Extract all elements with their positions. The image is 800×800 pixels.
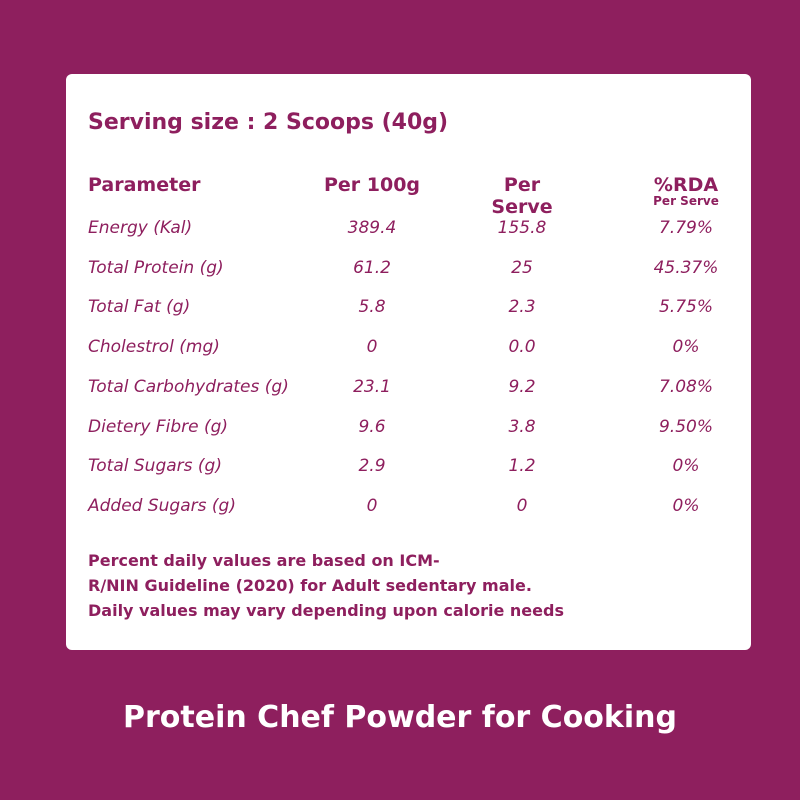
table-cell: 0% [672, 456, 700, 477]
table-cell: 0% [672, 495, 700, 516]
serving-size: Serving size : 2 Scoops (40g) [88, 110, 449, 135]
table-row: Total Carbohydrates (g) 23.1 9.2 7.08% [88, 377, 728, 407]
nutrition-card: Serving size : 2 Scoops (40g) Parameter … [66, 74, 751, 650]
table-cell: Cholestrol (mg) [88, 337, 220, 358]
table-row: Dietery Fibre (g) 9.6 3.8 9.50% [88, 417, 728, 447]
table-cell: 9.2 [508, 376, 536, 397]
header-cell: Parameter [88, 174, 201, 196]
note-line: Daily values may vary depending upon cal… [88, 601, 564, 620]
table-cell: Energy (Kal) [88, 218, 193, 238]
table-cell: 0% [672, 337, 700, 358]
table-cell: 25 [511, 257, 533, 278]
table-cell: 3.8 [508, 416, 536, 437]
table-cell: 0 [366, 337, 378, 358]
table-header: Parameter Per 100g Per Serve %RDA Per Ser… [88, 174, 728, 218]
table-cell: 5.8 [358, 297, 386, 318]
header-cell: %RDA Per Serve [636, 174, 736, 208]
table-cell: Added Sugars (g) [88, 495, 236, 516]
table-cell: 2.3 [508, 297, 536, 318]
footer-title: Protein Chef Powder for Cooking [123, 700, 677, 735]
table-cell: Total Fat (g) [88, 297, 191, 318]
table-cell: 61.2 [353, 257, 391, 278]
table-cell: 45.37% [653, 257, 719, 278]
table-row: Energy (Kal) 389.4 155.8 7.79% [88, 218, 728, 248]
table-cell: 9.6 [358, 416, 386, 437]
table-cell: 9.50% [658, 416, 713, 437]
header-text: %RDA [653, 174, 719, 196]
header-cell: Per 100g [323, 174, 421, 196]
table-cell: 1.2 [508, 456, 536, 477]
table-cell: 0 [366, 495, 378, 516]
footnote: Percent daily values are based on ICM- R… [88, 548, 648, 623]
note-line: Percent daily values are based on ICM- [88, 551, 440, 570]
table-cell: 0.0 [508, 337, 536, 358]
header-cell: Per Serve [491, 174, 553, 218]
table-row: Total Protein (g) 61.2 25 45.37% [88, 258, 728, 288]
note-line: R/NIN Guideline (2020) for Adult sedenta… [88, 576, 532, 595]
table-cell: Total Carbohydrates (g) [88, 376, 289, 397]
table-cell: 2.9 [358, 456, 386, 477]
table-cell: Total Protein (g) [88, 257, 224, 278]
table-cell: 0 [516, 495, 528, 516]
table-cell: 7.08% [658, 376, 713, 397]
table-row: Total Fat (g) 5.8 2.3 5.75% [88, 297, 728, 327]
table-cell: 7.79% [658, 218, 713, 238]
table-row: Total Sugars (g) 2.9 1.2 0% [88, 456, 728, 486]
header-sub: Per Serve [653, 194, 719, 208]
table-cell: Dietery Fibre (g) [88, 416, 229, 437]
table-cell: Total Sugars (g) [88, 456, 222, 477]
table-cell: 155.8 [497, 218, 547, 238]
table-row: Cholestrol (mg) 0 0.0 0% [88, 337, 728, 367]
table-cell: 5.75% [658, 297, 713, 318]
table-cell: 23.1 [353, 376, 391, 397]
table-row: Added Sugars (g) 0 0 0% [88, 496, 728, 526]
table-cell: 389.4 [347, 218, 397, 238]
